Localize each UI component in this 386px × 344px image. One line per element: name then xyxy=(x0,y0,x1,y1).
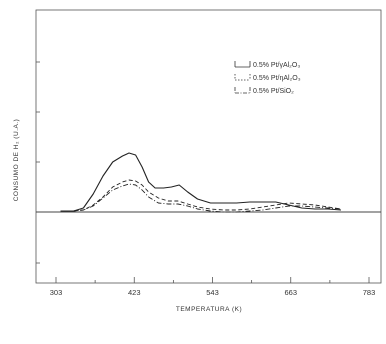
x-axis-title: TEMPERATURA (K) xyxy=(176,306,242,313)
legend-entry-3: 0.5% Pt/SiO₂ xyxy=(234,87,294,95)
x-tick-label: 783 xyxy=(363,288,376,297)
legend-swatch-1 xyxy=(234,61,251,68)
legend-label-2: 0.5% Pt/ηAl₂O₃ xyxy=(253,75,301,82)
plot-frame xyxy=(35,9,382,284)
series-lines xyxy=(60,152,342,213)
x-tick-label: 543 xyxy=(206,288,219,297)
x-axis-tick-labels: 303 423 543 663 783 xyxy=(50,288,376,297)
legend-entry-2: 0.5% Pt/ηAl₂O₃ xyxy=(234,74,301,82)
series-line-3 xyxy=(60,183,342,213)
legend-label-1: 0.5% Pt/γAl₂O₃ xyxy=(253,62,300,69)
legend: 0.5% Pt/γAl₂O₃ 0.5% Pt/ηAl₂O₃ 0.5% Pt/Si… xyxy=(234,61,301,95)
x-tick-label: 303 xyxy=(50,288,63,297)
x-tick-label: 423 xyxy=(128,288,141,297)
series-line-2 xyxy=(60,179,342,212)
x-tick-label: 663 xyxy=(284,288,297,297)
legend-swatch-2 xyxy=(234,74,251,81)
legend-swatch-3 xyxy=(234,87,251,94)
legend-label-3: 0.5% Pt/SiO₂ xyxy=(253,88,294,95)
x-axis-ticks xyxy=(55,277,370,283)
legend-entry-1: 0.5% Pt/γAl₂O₃ xyxy=(234,61,300,69)
y-axis-title: CONSUMO DE H₂ (U.A.) xyxy=(13,119,20,202)
y-axis-ticks xyxy=(36,61,40,264)
series-line-1 xyxy=(60,152,342,212)
